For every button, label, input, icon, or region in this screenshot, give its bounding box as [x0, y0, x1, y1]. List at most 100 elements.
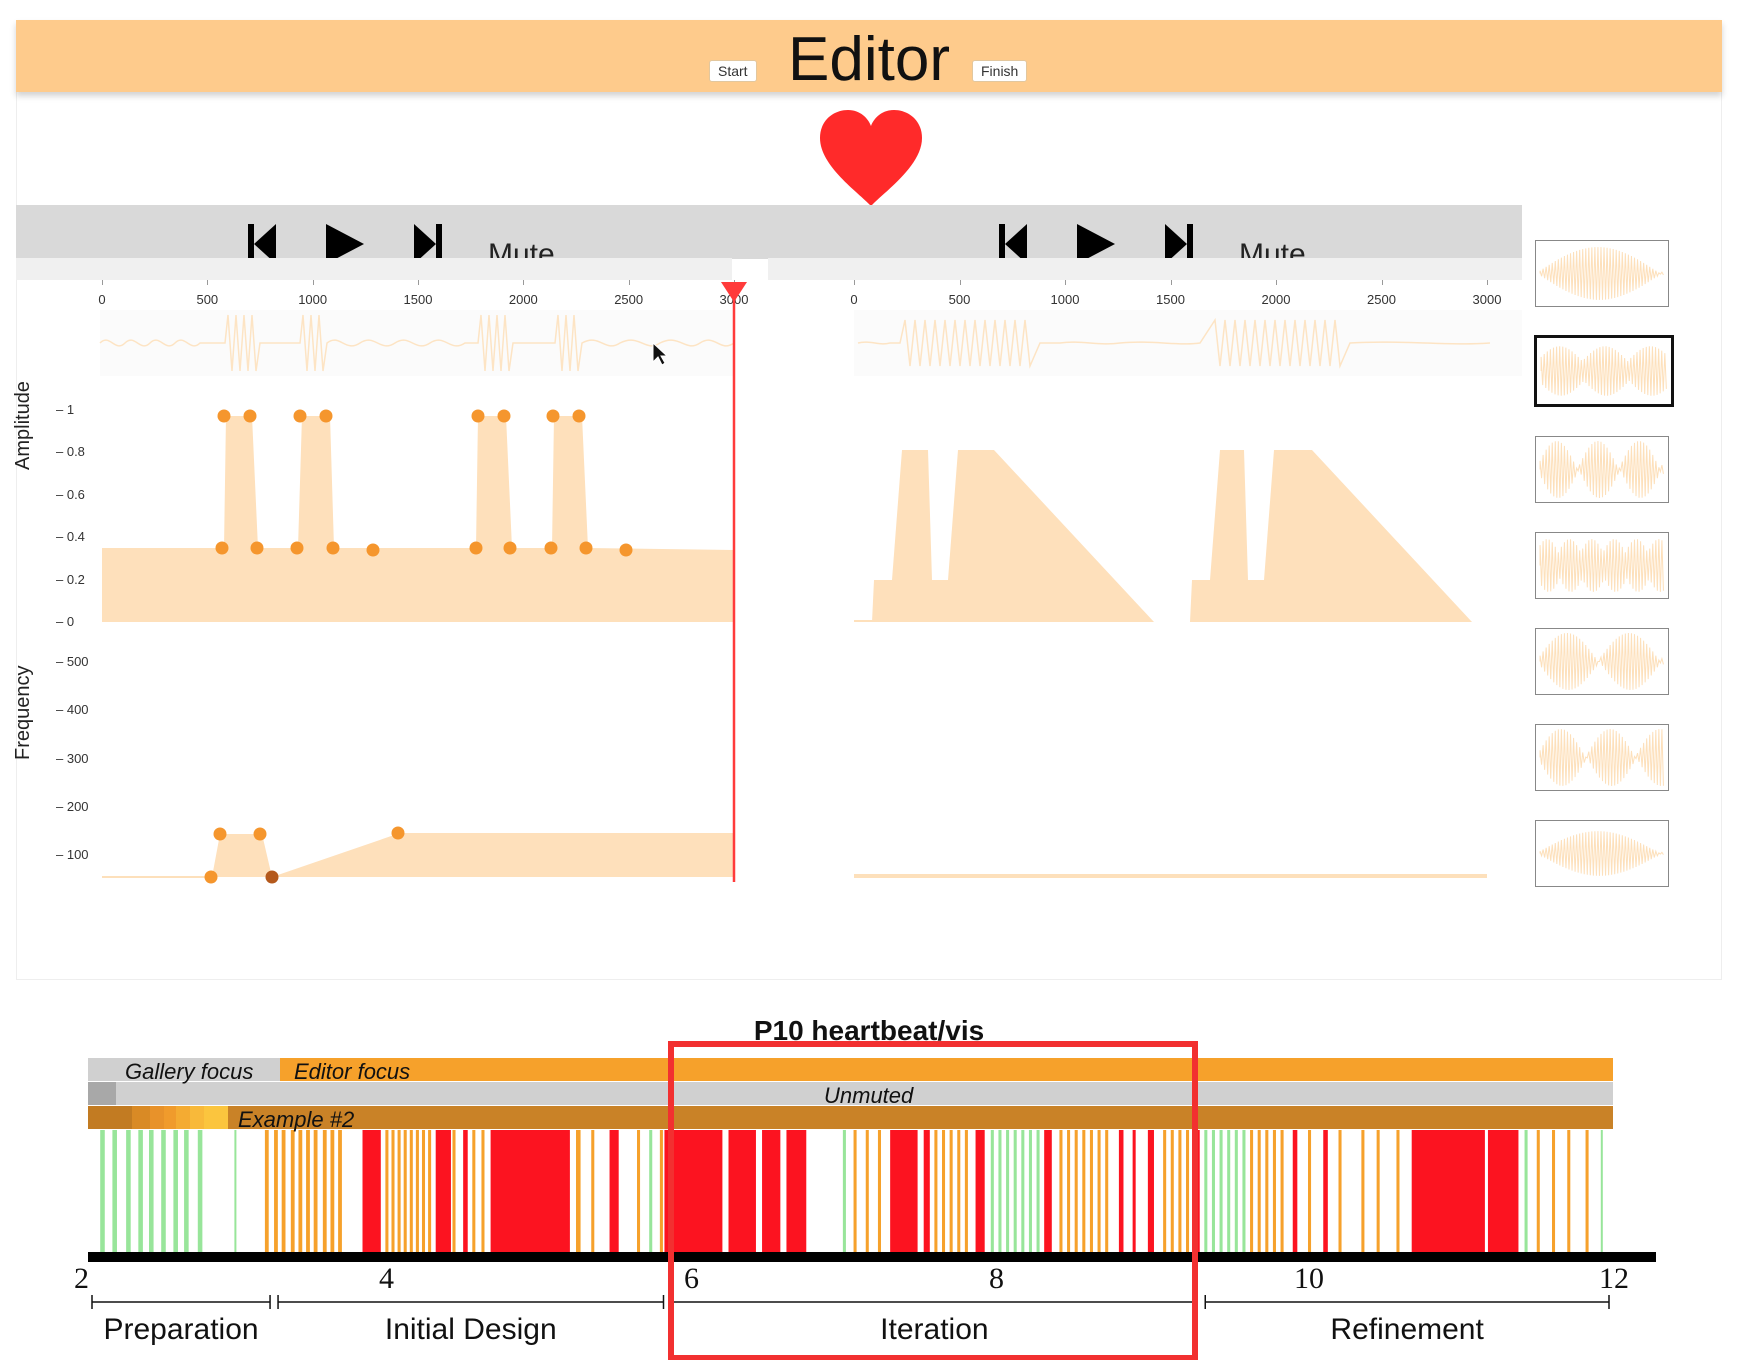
frequency-control-points [204, 826, 405, 884]
gallery-thumbnail[interactable] [1534, 335, 1674, 407]
activity-bar [234, 1130, 237, 1252]
activity-bar [1552, 1130, 1556, 1252]
skip-forward-icon[interactable] [412, 222, 444, 266]
gallery-focus-bar [88, 1058, 280, 1081]
gallery-thumbnail[interactable] [1535, 436, 1669, 503]
skip-back-icon[interactable] [246, 222, 278, 266]
activity-bar [322, 1130, 327, 1252]
activity-bar [481, 1130, 485, 1252]
skip-forward-icon[interactable] [1163, 222, 1195, 266]
activity-bar [842, 1130, 846, 1252]
activity-bar [428, 1130, 432, 1252]
activity-bar [728, 1130, 756, 1252]
activity-bar [274, 1130, 278, 1252]
activity-bar [161, 1130, 166, 1252]
amplitude-tick-label: – 0.2 [56, 571, 85, 587]
ruler-tick [628, 280, 630, 285]
frequency-tick-label: – 200 [56, 798, 89, 814]
ruler-tick [1065, 280, 1066, 285]
play-icon[interactable] [324, 222, 366, 266]
activity-bar [149, 1130, 154, 1252]
ruler-tick [1276, 280, 1277, 285]
activity-bar [1021, 1130, 1025, 1252]
activity-bar [452, 1130, 456, 1252]
ruler-tick [418, 280, 419, 285]
activity-bar [1280, 1130, 1284, 1252]
ruler-tick [1170, 280, 1172, 285]
activity-bar [100, 1130, 105, 1252]
activity-bar [1074, 1130, 1078, 1252]
activity-bar [1396, 1130, 1400, 1252]
gallery-thumbnail[interactable] [1535, 724, 1669, 791]
activity-bar [435, 1130, 451, 1252]
phase-label: Initial Design [384, 1313, 557, 1346]
activity-bar [1227, 1130, 1231, 1252]
ruler-tick [854, 280, 855, 285]
activity-bar [1006, 1130, 1010, 1252]
activity-bar [1567, 1130, 1571, 1252]
frequency-tick-label: – 500 [56, 654, 89, 669]
activity-bar [1186, 1130, 1190, 1252]
timeline-tick-label: 2 [74, 1262, 89, 1295]
time-ruler [16, 258, 732, 280]
play-icon[interactable] [1075, 222, 1117, 266]
unmuted-bar [116, 1082, 1613, 1105]
activity-bar [1376, 1130, 1380, 1252]
skip-back-icon[interactable] [997, 222, 1029, 266]
activity-bar [1089, 1130, 1093, 1252]
finish-button[interactable]: Finish [972, 60, 1028, 82]
amplitude-axis-label: Amplitude [12, 381, 34, 470]
activity-bar [197, 1130, 203, 1252]
phase-bracket [277, 1295, 665, 1309]
gallery-thumbnail[interactable] [1535, 628, 1669, 695]
ruler-tick-label: 2500 [1367, 292, 1396, 307]
activity-bar [338, 1130, 342, 1252]
activity-bar [949, 1130, 953, 1252]
phase-bracket [1204, 1295, 1610, 1309]
gallery-focus-label: Gallery focus [125, 1059, 254, 1084]
ruler-tick [1381, 280, 1383, 285]
activity-bar [1118, 1130, 1124, 1252]
ruler-tick-label: 2000 [1261, 292, 1291, 307]
ruler-tick-label: 2500 [614, 292, 644, 307]
activity-bar [865, 1130, 869, 1252]
activity-bar [385, 1130, 389, 1252]
activity-bar [1013, 1130, 1017, 1252]
activity-bar [934, 1130, 938, 1252]
activity-bar [1170, 1130, 1174, 1252]
activity-bar [490, 1130, 570, 1252]
activity-bar [1487, 1130, 1519, 1252]
editor-focus-label: Editor focus [294, 1059, 411, 1084]
example-bar [150, 1106, 164, 1129]
time-ruler [768, 258, 1522, 280]
phase-bracket [670, 1295, 1198, 1309]
activity-bar [762, 1130, 781, 1252]
waveform-right [857, 317, 1491, 369]
activity-bar [290, 1130, 295, 1252]
gallery-thumbnail[interactable] [1535, 240, 1669, 307]
activity-bar [463, 1130, 468, 1252]
activity-bar [1338, 1130, 1342, 1252]
gallery-thumbnail[interactable] [1535, 532, 1669, 599]
activity-bar [923, 1130, 930, 1252]
activity-bar [403, 1130, 407, 1252]
activity-bar [637, 1130, 641, 1252]
start-button[interactable]: Start [709, 60, 757, 82]
activity-bar [890, 1130, 918, 1252]
example-bar [190, 1106, 204, 1129]
activity-bar [1067, 1130, 1071, 1252]
playhead-handle [721, 282, 747, 302]
ruler-tick-label: 1500 [403, 292, 433, 307]
amplitude-tick-label: – 0.6 [56, 486, 85, 502]
ruler-tick [1487, 280, 1488, 285]
activity-bar [1361, 1130, 1365, 1252]
editor-canvas[interactable] [0, 0, 1738, 980]
activity-bar [664, 1130, 723, 1252]
ruler-tick-label: 1000 [1050, 292, 1080, 307]
activity-bar [1524, 1130, 1528, 1252]
timeline-tick-label: 4 [379, 1262, 394, 1295]
gallery-thumbnail[interactable] [1535, 820, 1669, 887]
activity-bar [264, 1130, 269, 1252]
activity-bar [1272, 1130, 1276, 1252]
activity-bar [1147, 1130, 1154, 1252]
